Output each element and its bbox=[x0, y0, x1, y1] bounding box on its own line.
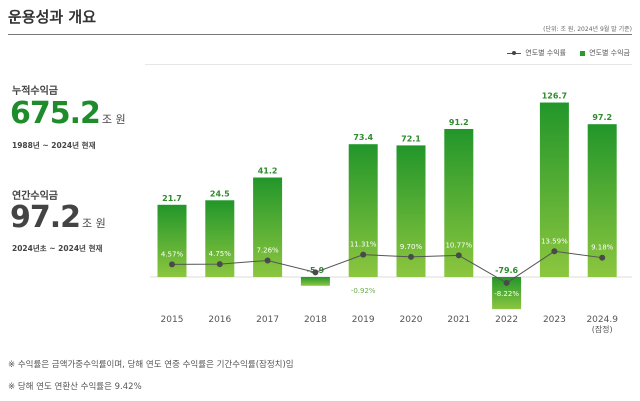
cumulative-number: 675.2 bbox=[10, 96, 101, 131]
x-tick-label: 2016 bbox=[208, 315, 231, 325]
x-tick-label: 2024.9 bbox=[586, 315, 618, 325]
rate-point bbox=[408, 253, 414, 260]
rate-point bbox=[455, 252, 462, 259]
annual-period: 2024년초 ~ 2024년 현재 bbox=[12, 244, 103, 253]
rate-label: 4.75% bbox=[209, 250, 232, 258]
annual-label: 연간수익금 bbox=[12, 191, 58, 202]
line-marker-icon bbox=[507, 50, 522, 55]
note-1: ※ 수익률은 금액가중수익률이며, 당해 연도 연중 수익률은 기간수익률(잠정… bbox=[8, 360, 294, 370]
bar bbox=[539, 102, 569, 277]
x-tick-label: 2018 bbox=[304, 315, 327, 325]
x-tick-label: 2022 bbox=[495, 315, 518, 325]
x-tick-label: (잠정) bbox=[592, 324, 613, 334]
bar-value-label: 97.2 bbox=[592, 113, 612, 122]
bar bbox=[444, 128, 474, 277]
rate-point bbox=[503, 279, 510, 286]
x-tick-label: 2017 bbox=[256, 315, 279, 325]
rate-point bbox=[551, 248, 558, 255]
legend-line: 연도별 수익률 bbox=[507, 48, 566, 58]
x-tick-label: 2021 bbox=[447, 315, 470, 325]
bar-value-label: 72.1 bbox=[401, 134, 421, 143]
cumulative-value: 675.2 조 원 bbox=[10, 96, 126, 131]
cumulative-unit: 조 원 bbox=[101, 113, 126, 126]
rate-point bbox=[599, 254, 606, 261]
bar-value-label: 41.2 bbox=[258, 167, 278, 176]
bar-value-label: 24.5 bbox=[210, 189, 230, 198]
cumulative-period: 1988년 ~ 2024년 현재 bbox=[12, 141, 96, 150]
page-title: 운용성과 개요 bbox=[8, 8, 97, 26]
annual-value: 97.2 조 원 bbox=[10, 200, 106, 235]
rate-label: 9.70% bbox=[400, 243, 423, 251]
legend-divider bbox=[145, 64, 632, 65]
rate-label: 4.57% bbox=[161, 250, 184, 258]
x-tick-label: 2023 bbox=[543, 315, 566, 325]
cumulative-label: 누적수익금 bbox=[12, 86, 58, 97]
x-tick-label: 2019 bbox=[352, 315, 375, 325]
divider bbox=[8, 34, 632, 35]
bar bbox=[587, 124, 617, 277]
legend: 연도별 수익률 연도별 수익금 bbox=[507, 48, 630, 58]
rate-point bbox=[216, 261, 223, 268]
bar-value-label: 91.2 bbox=[449, 118, 469, 127]
rate-label: 13.59% bbox=[541, 237, 568, 245]
bar-value-label: 126.7 bbox=[542, 92, 567, 101]
rate-label: 11.31% bbox=[350, 241, 377, 249]
rate-line bbox=[171, 250, 603, 284]
rate-point bbox=[360, 251, 367, 258]
rate-point bbox=[169, 261, 175, 268]
annual-number: 97.2 bbox=[10, 200, 81, 235]
rate-point bbox=[264, 257, 271, 264]
x-tick-label: 2015 bbox=[161, 315, 184, 325]
bar-value-label: 21.7 bbox=[162, 194, 182, 203]
legend-bar: 연도별 수익금 bbox=[580, 48, 630, 58]
unit-note: (단위: 조 원, 2024년 9월 말 기준) bbox=[543, 26, 632, 33]
x-tick-label: 2020 bbox=[400, 315, 423, 325]
rate-label: -0.92% bbox=[351, 287, 376, 295]
bar bbox=[300, 277, 330, 286]
legend-bar-label: 연도별 수익금 bbox=[589, 49, 630, 57]
bar-value-label: -79.6 bbox=[495, 266, 518, 275]
rate-label: -8.22% bbox=[494, 290, 519, 298]
rate-label: 7.26% bbox=[256, 246, 279, 254]
annual-unit: 조 원 bbox=[82, 217, 106, 230]
bar-swatch-icon bbox=[580, 50, 586, 56]
bar-value-label: 73.4 bbox=[353, 133, 373, 142]
note-2: ※ 당해 연도 연환산 수익률은 9.42% bbox=[8, 382, 142, 392]
legend-line-label: 연도별 수익률 bbox=[525, 49, 567, 57]
rate-label: 10.77% bbox=[445, 241, 472, 249]
rate-point bbox=[312, 269, 319, 276]
rate-label: 9.18% bbox=[591, 244, 614, 252]
